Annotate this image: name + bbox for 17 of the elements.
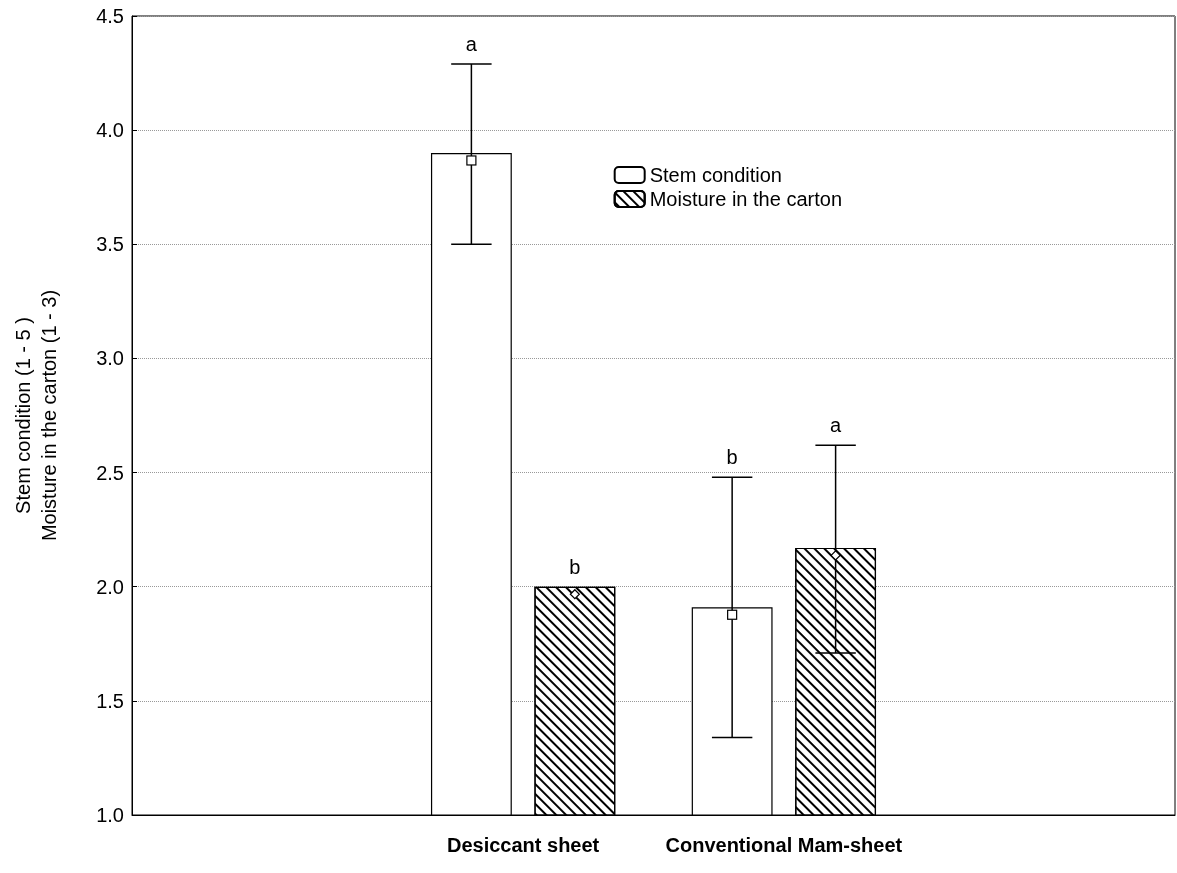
x-tick-label: Conventional Mam-sheet bbox=[665, 834, 903, 856]
x-tick-label: Desiccant sheet bbox=[446, 834, 600, 856]
y-tick-label: 4.5 bbox=[96, 5, 124, 27]
legend-label: Stem condition bbox=[649, 164, 782, 186]
annotation: b bbox=[569, 555, 581, 578]
y-tick-label: 1.0 bbox=[96, 804, 124, 826]
annotation: a bbox=[830, 414, 843, 437]
y-tick-label: 1.5 bbox=[96, 689, 124, 712]
y-tick-label: 2.5 bbox=[96, 461, 124, 484]
annotation: a bbox=[465, 32, 478, 55]
y-tick-label: 2.0 bbox=[96, 575, 124, 598]
annotation: b bbox=[726, 446, 738, 469]
legend-label: Moisture in the carton bbox=[649, 188, 843, 210]
y-tick-label: 3.0 bbox=[96, 347, 124, 370]
y-axis-title: Stem condition (1 - 5 ) Moisture in the carton (1 - 3) bbox=[12, 289, 60, 542]
y-tick-label: 4.0 bbox=[96, 119, 124, 142]
y-tick-label: 3.5 bbox=[96, 233, 124, 256]
